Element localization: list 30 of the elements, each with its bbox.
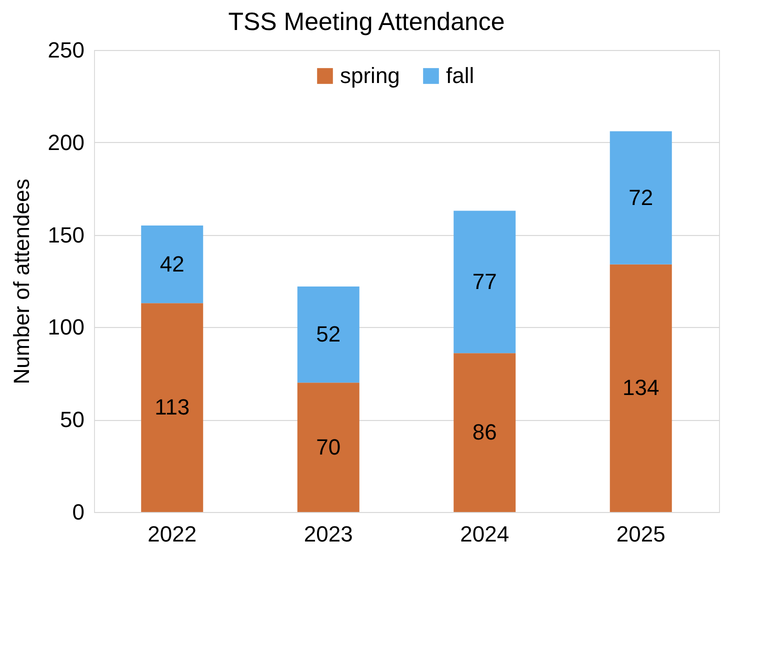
chart-title: TSS Meeting Attendance [228,8,505,36]
legend-label: fall [446,63,474,88]
data-label: 72 [628,184,654,210]
data-label: 113 [154,394,190,420]
bar [141,303,204,512]
y-axis-title: Number of attendees [8,178,34,384]
bar [297,286,360,383]
bar [141,226,204,304]
bar [610,131,672,264]
data-label: 86 [472,420,497,445]
data-label: 42 [160,251,184,276]
y-tick-label: 200 [48,130,84,155]
x-tick-label: 2024 [460,522,510,546]
bar [297,382,360,512]
bar [610,264,672,512]
data-label: 52 [316,322,341,347]
x-tick-label: 2022 [148,522,197,546]
data-label: 70 [316,434,341,460]
y-tick-label: 100 [48,314,84,340]
bar [454,353,516,512]
bar [454,210,516,354]
y-tick-label: 0 [72,500,84,524]
y-tick-label: 150 [48,222,84,248]
legend-label: spring [340,63,400,88]
y-tick-label: 250 [48,38,84,62]
y-tick-label: 50 [60,407,84,432]
data-label: 77 [472,268,497,294]
x-tick-label: 2025 [616,522,666,546]
data-label: 134 [622,375,660,400]
x-tick-label: 2023 [304,522,353,546]
